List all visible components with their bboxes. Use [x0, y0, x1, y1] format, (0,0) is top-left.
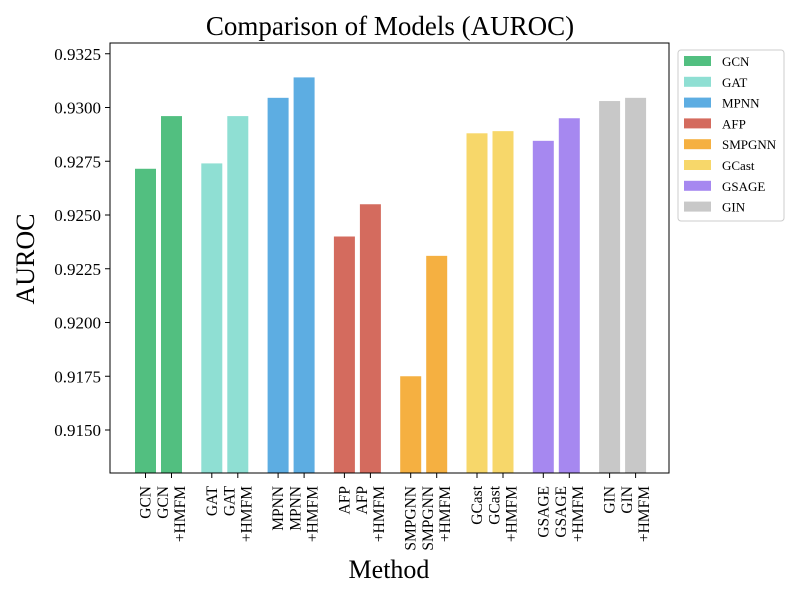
legend-swatch-gsage	[684, 180, 711, 191]
x-tick-label-line: GSAGE	[553, 486, 570, 538]
legend-label-gcn: GCN	[722, 54, 750, 69]
bar-gsage	[532, 140, 554, 473]
bar-smpgnn-hmfm	[426, 255, 448, 473]
x-tick-label-line: AFP	[336, 486, 353, 514]
y-tick-label: 0.9200	[54, 314, 101, 333]
x-tick-label-line: GCast	[487, 485, 504, 524]
bars-layer	[135, 77, 647, 474]
legend-swatch-gcast	[684, 160, 711, 170]
x-tick-label: GSAGE+HMFM	[553, 486, 587, 542]
legend-label-smpgnn: SMPGNN	[722, 137, 777, 152]
x-tick-label-line: SMPGNN	[403, 486, 420, 551]
x-tick-label: GCN+HMFM	[155, 486, 189, 542]
x-tick-label-line: GCast	[469, 485, 486, 524]
legend-swatch-gcn	[684, 56, 711, 66]
x-tick-label: GAT	[204, 485, 221, 516]
bar-afp	[333, 236, 355, 473]
bar-gat	[201, 163, 223, 473]
y-tick-label: 0.9175	[54, 367, 101, 386]
x-tick-label: GCast	[469, 485, 486, 524]
legend-label-gsage: GSAGE	[722, 179, 765, 194]
x-tick-label: SMPGNN	[403, 486, 420, 551]
legend-label-gcast: GCast	[722, 158, 755, 173]
legend: GCN GAT MPNN AFP SMPGNN GCast GSAGE GIN	[677, 49, 785, 222]
y-axis: 0.9150 0.9175 0.9200 0.9225 0.9250 0.9275 0.93…	[54, 45, 110, 440]
bar-afp-hmfm	[359, 204, 381, 473]
x-tick-label: MPNN	[270, 486, 287, 531]
legend-label-afp: AFP	[722, 116, 746, 131]
legend-swatch-smpgnn	[684, 139, 711, 150]
legend-label-gin: GIN	[722, 200, 746, 215]
bar-mpnn	[267, 97, 289, 473]
x-tick-label-line: GCN	[138, 486, 155, 519]
x-tick-label: GIN+HMFM	[619, 486, 653, 542]
bar-gcn-hmfm	[161, 116, 182, 473]
x-axis-label: Method	[349, 555, 430, 584]
x-tick-label: GSAGE	[535, 486, 552, 538]
x-tick-label-line: GAT	[204, 485, 221, 516]
legend-frame	[677, 49, 785, 222]
x-tick-label: SMPGNN+HMFM	[420, 486, 454, 551]
bar-gin-hmfm	[625, 97, 647, 473]
bar-gat-hmfm	[227, 116, 249, 473]
x-tick-label-line: +HMFM	[172, 486, 189, 542]
x-tick-label: AFP+HMFM	[354, 486, 388, 542]
legend-swatch-mpnn	[684, 97, 711, 108]
x-tick-label-line: SMPGNN	[420, 486, 437, 551]
plot-frame	[109, 42, 670, 474]
x-tick-label-line: GAT	[221, 485, 238, 516]
x-tick-label-line: AFP	[354, 486, 371, 514]
y-tick-label: 0.9275	[54, 152, 101, 171]
legend-label-mpnn: MPNN	[722, 96, 760, 111]
x-tick-label: AFP	[336, 486, 353, 514]
y-axis-label: AUROC	[11, 213, 40, 304]
y-tick-label: 0.9150	[54, 421, 101, 440]
x-tick-label-line: +HMFM	[371, 486, 388, 542]
x-tick-label: MPNN+HMFM	[288, 486, 322, 542]
x-tick-label-line: GCN	[155, 486, 172, 519]
bar-smpgnn	[400, 376, 422, 473]
x-tick-label-line: +HMFM	[238, 486, 255, 542]
y-tick-label: 0.9325	[54, 45, 101, 64]
x-tick-label-line: MPNN	[270, 486, 287, 531]
x-tick-label-line: GIN	[602, 486, 619, 514]
y-tick-label: 0.9250	[54, 206, 101, 225]
legend-swatch-gin	[684, 201, 711, 212]
x-tick-label-line: +HMFM	[437, 486, 454, 542]
chart-title: Comparison of Models (AUROC)	[206, 11, 574, 41]
x-tick-label: GIN	[602, 486, 619, 514]
x-tick-label-line: +HMFM	[570, 486, 587, 542]
bar-gcn	[135, 168, 156, 473]
bar-gin	[599, 101, 621, 474]
x-tick-label-line: +HMFM	[305, 486, 322, 542]
x-tick-label-line: +HMFM	[504, 486, 521, 542]
legend-swatch-afp	[684, 118, 711, 129]
bar-gsage-hmfm	[558, 118, 580, 473]
x-tick-label-line: MPNN	[288, 486, 305, 531]
x-tick-label-line: GSAGE	[535, 486, 552, 538]
x-axis: GCN GCN+HMFM GAT GAT+HMFM MPNN MPNN+HMFM AFP AF…	[138, 473, 653, 551]
x-tick-label: GCN	[138, 486, 155, 519]
x-tick-label-line: GIN	[619, 486, 636, 514]
bar-gcast-hmfm	[492, 131, 514, 473]
bar-mpnn-hmfm	[293, 77, 315, 474]
y-tick-label: 0.9300	[54, 99, 101, 118]
bar-gcast	[466, 133, 488, 474]
x-tick-label: GAT+HMFM	[221, 485, 255, 542]
x-tick-label: GCast+HMFM	[487, 485, 521, 542]
x-tick-label-line: +HMFM	[636, 486, 653, 542]
legend-label-gat: GAT	[722, 75, 747, 90]
legend-swatch-gat	[684, 76, 711, 87]
y-tick-label: 0.9225	[54, 260, 101, 279]
